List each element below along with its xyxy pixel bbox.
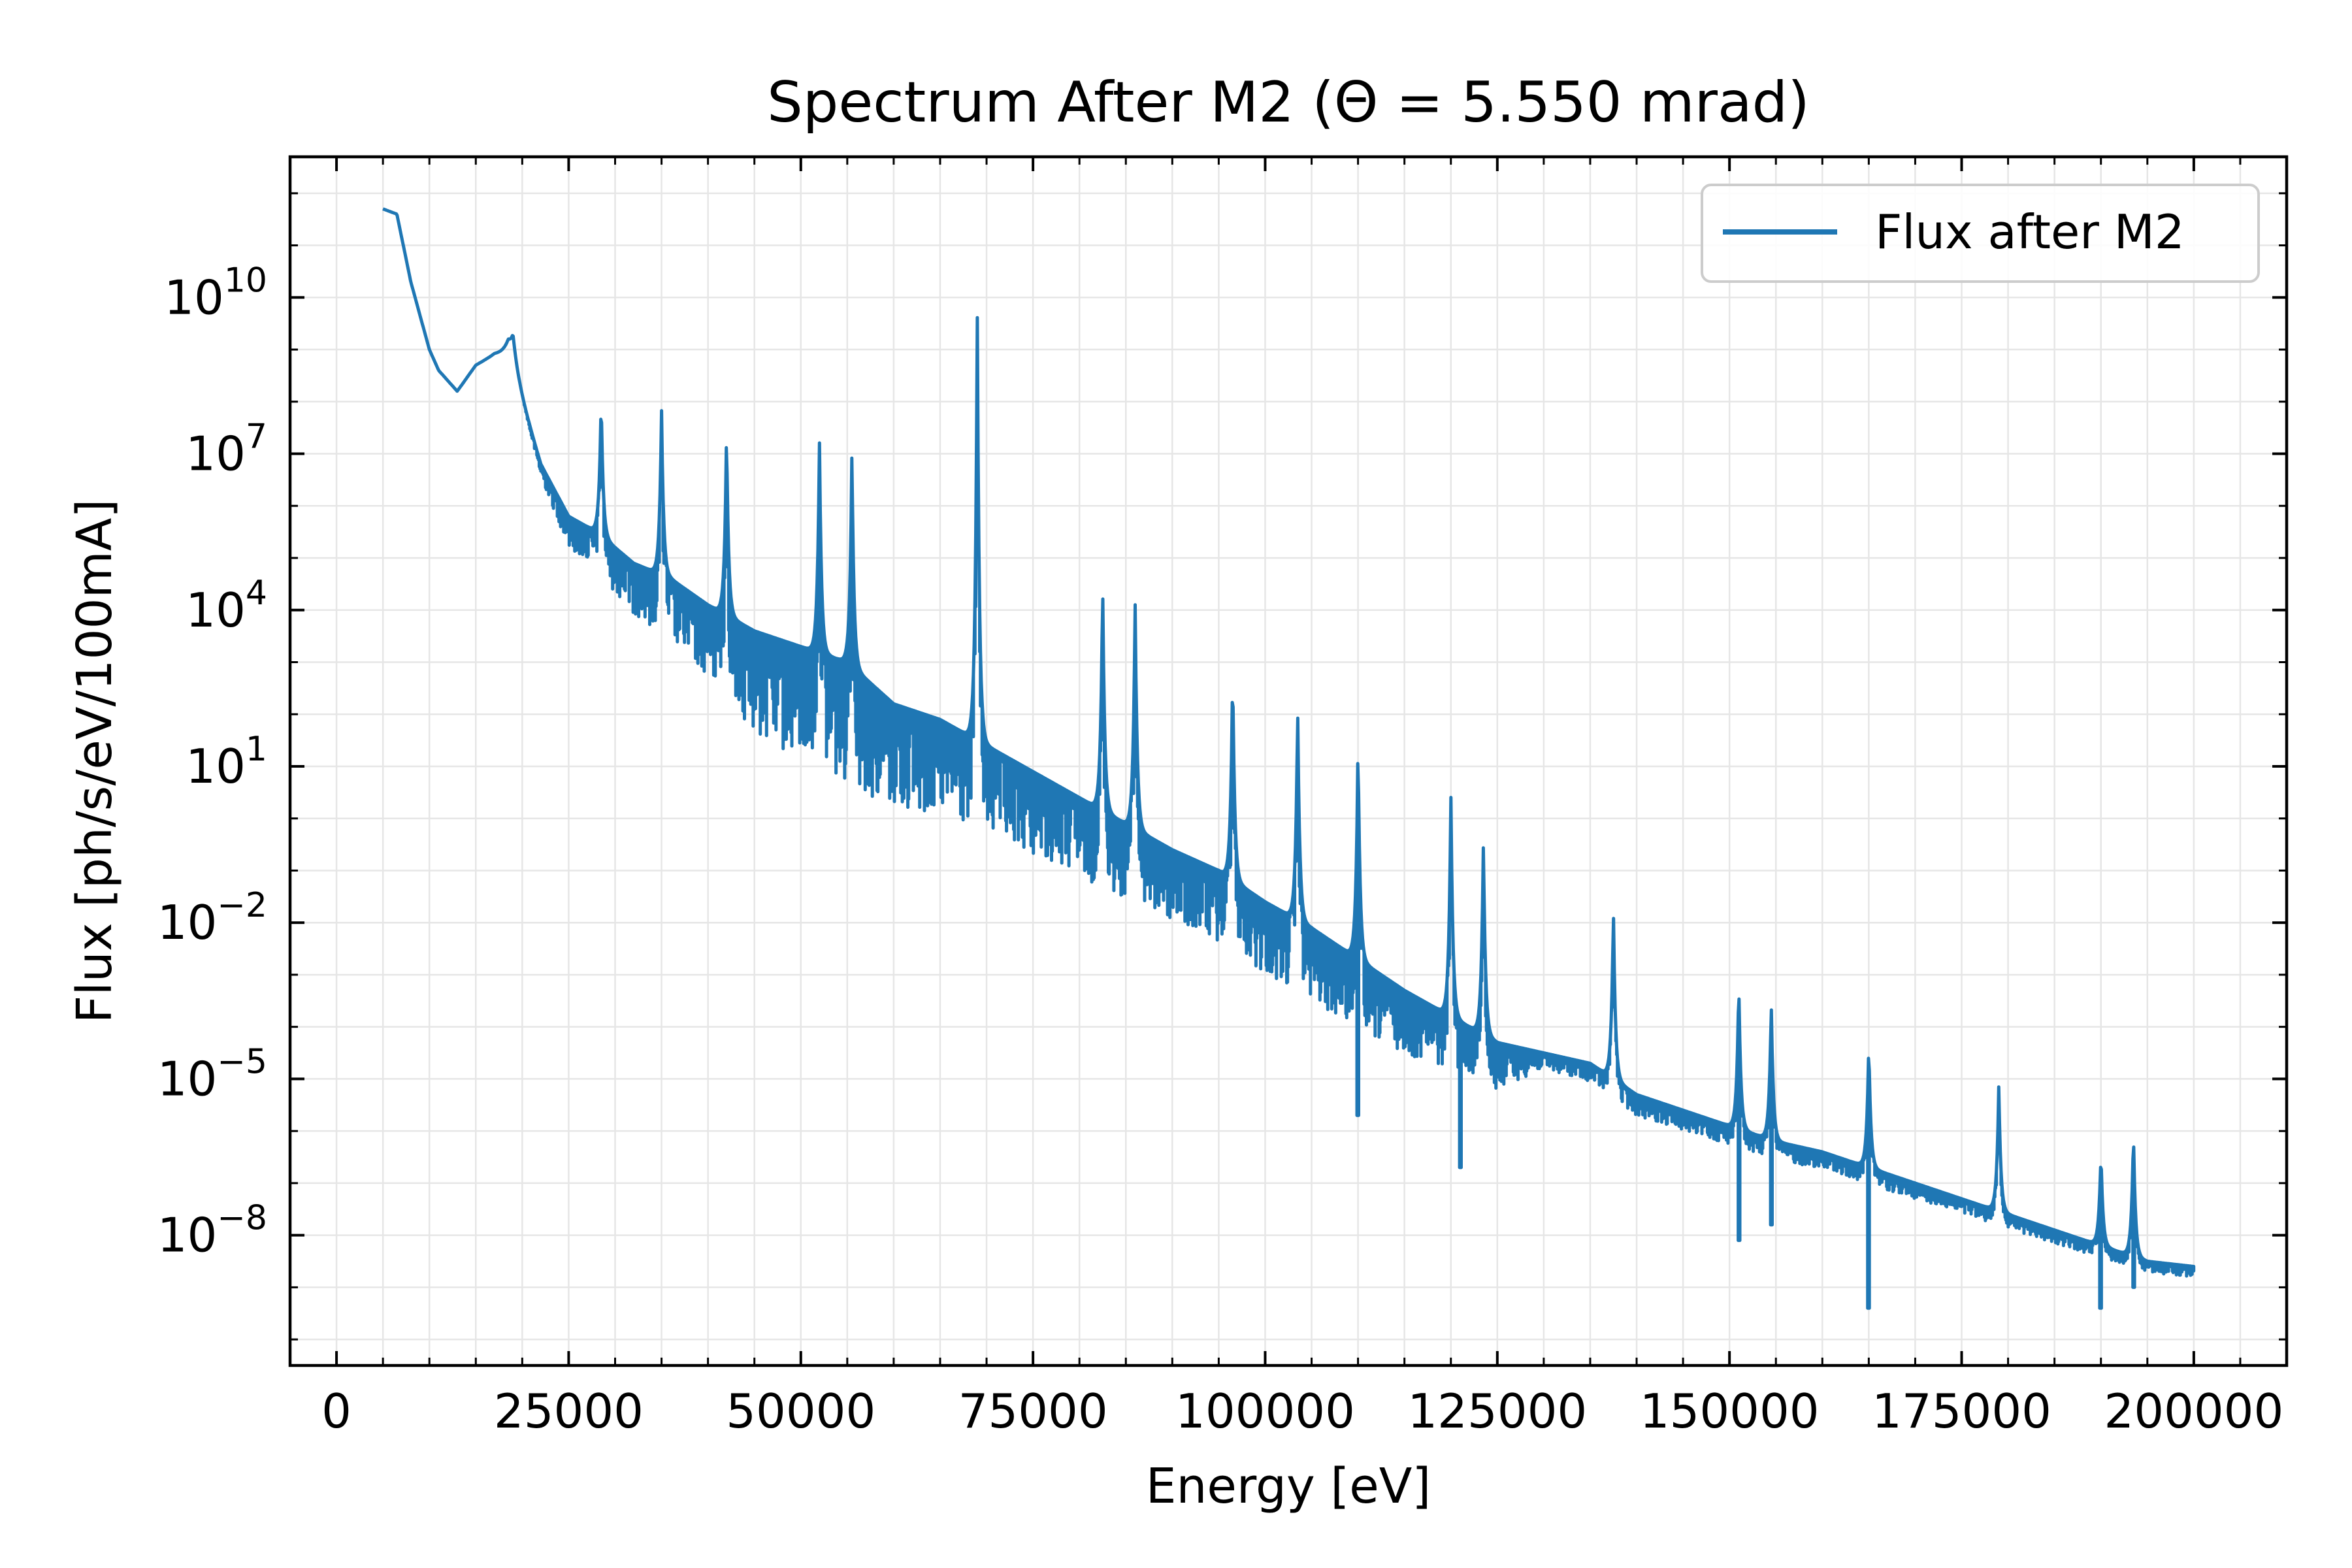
y-tick-label: 107 xyxy=(186,417,267,482)
legend: Flux after M2 xyxy=(1701,184,2260,283)
y-axis-label: Flux [ph/s/eV/100mA] xyxy=(67,499,123,1023)
series-layer xyxy=(382,207,2196,1310)
legend-label: Flux after M2 xyxy=(1875,204,2185,259)
chart-title: Spectrum After M2 (Θ = 5.550 mrad) xyxy=(767,70,1810,135)
x-tick-label: 25000 xyxy=(494,1384,644,1439)
x-tick-label: 150000 xyxy=(1640,1384,1820,1439)
x-tick-label: 175000 xyxy=(1872,1384,2051,1439)
series-flux-after-m2-line xyxy=(382,207,2196,1310)
x-tick-label: 75000 xyxy=(958,1384,1108,1439)
ticks: 0 25000 50000 75000 100000 125000 150000 175000… xyxy=(157,157,2287,1439)
x-tick-label: 0 xyxy=(321,1384,351,1439)
x-tick-label: 50000 xyxy=(726,1384,875,1439)
x-tick-label: 100000 xyxy=(1175,1384,1355,1439)
y-tick-label: 101 xyxy=(186,730,267,794)
legend-box xyxy=(1701,184,2260,283)
x-tick-label: 200000 xyxy=(2104,1384,2283,1439)
x-axis-label: Energy [eV] xyxy=(1146,1458,1431,1514)
x-tick-label: 125000 xyxy=(1407,1384,1587,1439)
plot-frame xyxy=(288,155,2289,1367)
